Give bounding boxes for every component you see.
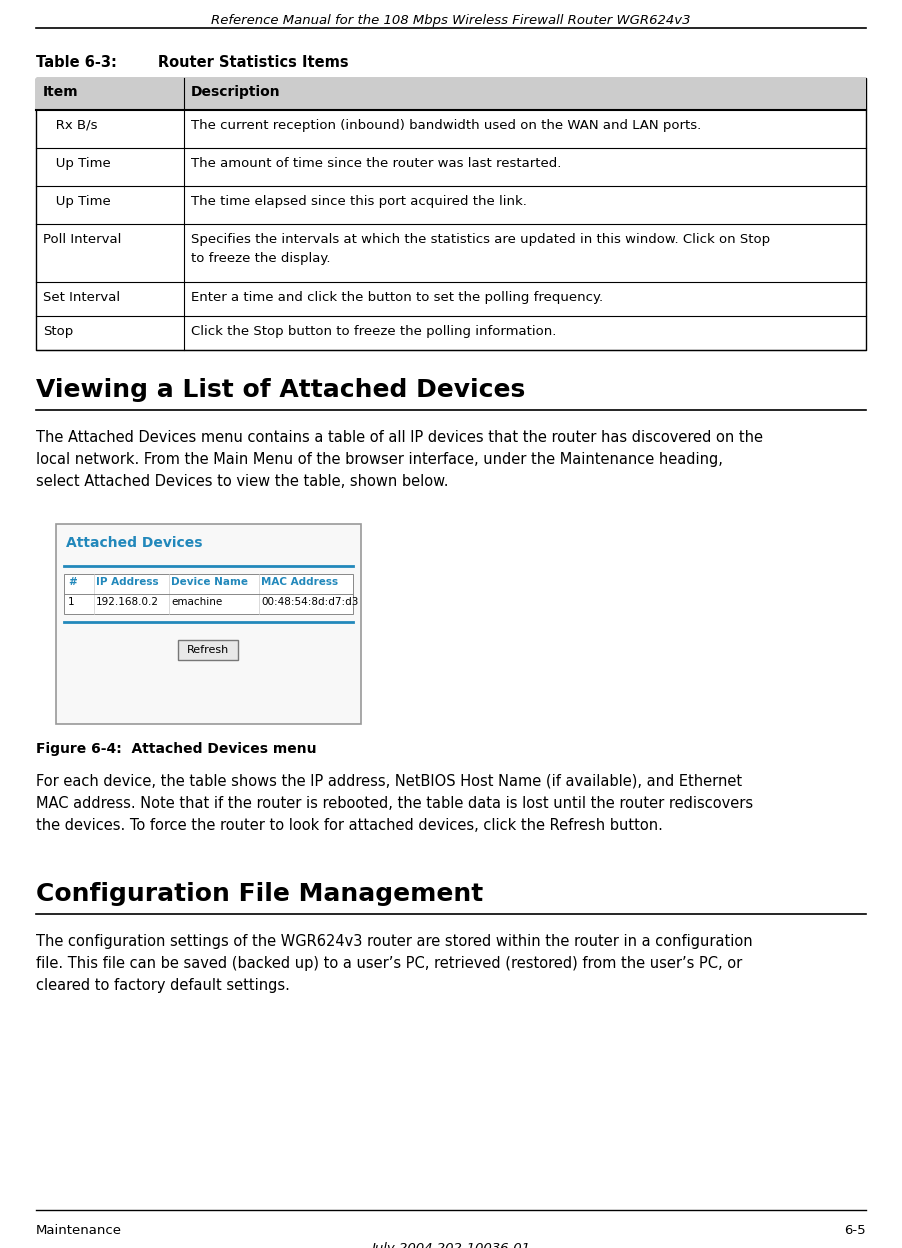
Text: #: # [68,577,77,587]
Text: 6-5: 6-5 [844,1224,866,1237]
Text: IP Address: IP Address [96,577,159,587]
Text: Maintenance: Maintenance [36,1224,122,1237]
Text: Item: Item [43,85,78,99]
Text: Refresh: Refresh [187,645,229,655]
Text: The configuration settings of the WGR624v3 router are stored within the router i: The configuration settings of the WGR624… [36,934,752,948]
Text: Click the Stop button to freeze the polling information.: Click the Stop button to freeze the poll… [191,324,557,338]
Text: Device Name: Device Name [171,577,248,587]
Text: Table 6-3:        Router Statistics Items: Table 6-3: Router Statistics Items [36,55,349,70]
Text: The amount of time since the router was last restarted.: The amount of time since the router was … [191,157,561,170]
Bar [36,77,866,110]
Text: Reference Manual for the 108 Mbps Wireless Firewall Router WGR624v3: Reference Manual for the 108 Mbps Wirele… [211,14,691,27]
Text: local network. From the Main Menu of the browser interface, under the Maintenanc: local network. From the Main Menu of the… [36,452,723,467]
Text: to freeze the display.: to freeze the display. [191,252,330,265]
Text: Set Interval: Set Interval [43,291,120,305]
Text: emachine: emachine [171,597,222,607]
Text: Description: Description [191,85,281,99]
Text: Rx B/s: Rx B/s [43,119,97,132]
Bar [36,77,866,349]
Text: Viewing a List of Attached Devices: Viewing a List of Attached Devices [36,378,525,402]
Text: The current reception (inbound) bandwidth used on the WAN and LAN ports.: The current reception (inbound) bandwidt… [191,119,701,132]
Text: Stop: Stop [43,324,73,338]
Text: cleared to factory default settings.: cleared to factory default settings. [36,978,290,993]
Bar [64,574,353,614]
Text: The Attached Devices menu contains a table of all IP devices that the router has: The Attached Devices menu contains a tab… [36,431,763,446]
Text: Up Time: Up Time [43,195,111,208]
Text: July 2004 202-10036-01: July 2004 202-10036-01 [372,1242,530,1248]
Text: Specifies the intervals at which the statistics are updated in this window. Clic: Specifies the intervals at which the sta… [191,233,770,246]
Text: the devices. To force the router to look for attached devices, click the Refresh: the devices. To force the router to look… [36,817,663,832]
Text: 192.168.0.2: 192.168.0.2 [96,597,159,607]
Text: Up Time: Up Time [43,157,111,170]
Text: MAC Address: MAC Address [261,577,338,587]
Text: For each device, the table shows the IP address, NetBIOS Host Name (if available: For each device, the table shows the IP … [36,774,742,789]
Text: The time elapsed since this port acquired the link.: The time elapsed since this port acquire… [191,195,527,208]
Text: MAC address. Note that if the router is rebooted, the table data is lost until t: MAC address. Note that if the router is … [36,796,753,811]
Text: select Attached Devices to view the table, shown below.: select Attached Devices to view the tabl… [36,474,448,489]
Text: Attached Devices: Attached Devices [66,535,203,550]
Text: Enter a time and click the button to set the polling frequency.: Enter a time and click the button to set… [191,291,603,305]
Text: Configuration File Management: Configuration File Management [36,882,483,906]
Text: 00:48:54:8d:d7:d3: 00:48:54:8d:d7:d3 [261,597,358,607]
Text: file. This file can be saved (backed up) to a user’s PC, retrieved (restored) fr: file. This file can be saved (backed up)… [36,956,742,971]
Text: Poll Interval: Poll Interval [43,233,122,246]
Text: 1: 1 [68,597,75,607]
Bar [178,640,238,660]
Text: Figure 6-4:  Attached Devices menu: Figure 6-4: Attached Devices menu [36,743,317,756]
Bar [56,524,361,724]
